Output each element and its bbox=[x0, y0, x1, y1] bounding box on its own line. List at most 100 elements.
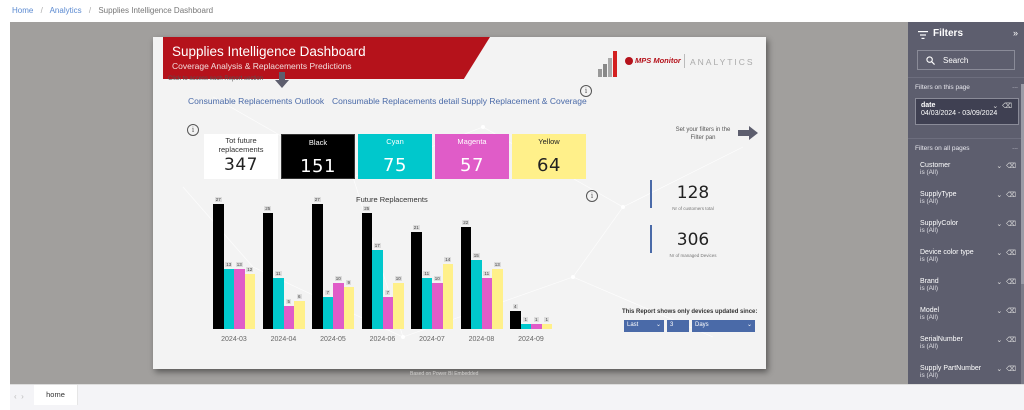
card-label: Cyan bbox=[386, 137, 404, 146]
powered-by: Based on Power BI Embedded bbox=[410, 371, 479, 377]
chevron-down-icon[interactable]: ⌄ bbox=[996, 279, 1003, 286]
data-label: 6 bbox=[296, 294, 302, 300]
nav-consumable-replacements-detail[interactable]: Consumable Replacements detail bbox=[332, 96, 460, 106]
breadcrumb-analytics[interactable]: Analytics bbox=[49, 6, 82, 15]
info-icon[interactable]: i bbox=[586, 190, 598, 202]
nav-supply-replacement-coverage[interactable]: Supply Replacement & Coverage bbox=[461, 96, 587, 106]
chevron-down-icon[interactable]: ⌄ bbox=[996, 366, 1003, 373]
card-total-replacements: Tot future replacements 347 bbox=[204, 134, 278, 179]
filter-serialnumber[interactable]: SerialNumber is (All) ⌄ ⌫ bbox=[920, 336, 1020, 358]
data-label: 21 bbox=[412, 224, 420, 230]
data-label: 17 bbox=[373, 243, 381, 249]
chevron-down-icon[interactable]: ⌄ bbox=[996, 308, 1003, 315]
chevron-down-icon[interactable]: ⌄ bbox=[996, 337, 1003, 344]
bar-yellow[interactable] bbox=[541, 324, 552, 329]
report-canvas: Supplies Intelligence Dashboard Coverage… bbox=[10, 22, 908, 384]
chevron-down-icon[interactable]: ⌄ bbox=[996, 192, 1003, 199]
more-options-button[interactable]: ... bbox=[1012, 83, 1018, 90]
filter-icon bbox=[918, 31, 928, 39]
eraser-icon[interactable]: ⌫ bbox=[1006, 366, 1016, 373]
bar-group: 21 11 10 14 bbox=[411, 189, 453, 329]
chevron-down-icon[interactable]: ⌄ bbox=[996, 163, 1003, 170]
since-period-select[interactable]: Last ⌄ bbox=[624, 320, 664, 332]
bar-cyan[interactable] bbox=[520, 324, 531, 329]
info-icon[interactable]: i bbox=[580, 85, 592, 97]
filters-search-input[interactable]: Search bbox=[917, 50, 1015, 70]
bar-group: 25 11 5 6 bbox=[262, 189, 305, 329]
chevron-down-icon[interactable]: ⌄ bbox=[992, 103, 999, 110]
bar-yellow[interactable] bbox=[393, 282, 404, 329]
filter-supplycolor[interactable]: SupplyColor is (All) ⌄ ⌫ bbox=[920, 220, 1020, 242]
bar-yellow[interactable] bbox=[343, 287, 354, 329]
bar-black[interactable] bbox=[213, 204, 224, 329]
bar-cyan[interactable] bbox=[223, 268, 234, 329]
eraser-icon[interactable]: ⌫ bbox=[1002, 103, 1012, 110]
date-filter-card[interactable]: date 04/03/2024 - 03/09/2024 ⌄ ⌫ bbox=[915, 98, 1019, 125]
tab-home[interactable]: home bbox=[34, 385, 78, 405]
bar-logo-icon bbox=[598, 51, 617, 77]
chevron-down-icon[interactable]: ⌄ bbox=[996, 250, 1003, 257]
eraser-icon[interactable]: ⌫ bbox=[1006, 221, 1016, 228]
bar-magenta[interactable] bbox=[382, 296, 393, 329]
info-icon[interactable]: i bbox=[187, 124, 199, 136]
bar-yellow[interactable] bbox=[244, 273, 255, 329]
bar-cyan[interactable] bbox=[471, 259, 482, 329]
kpi-customers-label: Nr of customers total bbox=[672, 206, 714, 211]
eraser-icon[interactable]: ⌫ bbox=[1006, 192, 1016, 199]
bar-cyan[interactable] bbox=[322, 296, 333, 329]
filter-customer[interactable]: Customer is (All) ⌄ ⌫ bbox=[920, 162, 1020, 184]
page-nav-arrows[interactable]: ‹ › bbox=[14, 392, 24, 401]
eraser-icon[interactable]: ⌫ bbox=[1006, 279, 1016, 286]
filter-device-color-type[interactable]: Device color type is (All) ⌄ ⌫ bbox=[920, 249, 1020, 271]
eraser-icon[interactable]: ⌫ bbox=[1006, 308, 1016, 315]
bar-magenta[interactable] bbox=[333, 282, 344, 329]
arrow-down-icon bbox=[275, 72, 289, 88]
page-tabs-bar: ‹ › home bbox=[10, 384, 1024, 410]
bar-magenta[interactable] bbox=[234, 268, 245, 329]
bar-magenta[interactable] bbox=[481, 278, 492, 329]
bar-black[interactable] bbox=[312, 204, 323, 329]
breadcrumb-home[interactable]: Home bbox=[12, 6, 34, 15]
bar-cyan[interactable] bbox=[421, 278, 432, 329]
filter-value: is (All) bbox=[920, 343, 939, 350]
since-unit-select[interactable]: Days ⌄ bbox=[692, 320, 755, 332]
bar-black[interactable] bbox=[460, 227, 471, 329]
filters-scroll-thumb[interactable] bbox=[1021, 84, 1024, 284]
bar-black[interactable] bbox=[262, 213, 273, 329]
card-label: Black bbox=[308, 138, 328, 147]
chevron-down-icon: ⌄ bbox=[746, 322, 752, 328]
filters-pane: Filters » Search Filters on this page ..… bbox=[908, 22, 1024, 384]
bar-yellow[interactable] bbox=[294, 301, 305, 329]
breadcrumb-separator: / bbox=[88, 6, 92, 15]
bar-cyan[interactable] bbox=[273, 278, 284, 329]
bar-magenta[interactable] bbox=[283, 305, 294, 329]
bar-black[interactable] bbox=[510, 310, 521, 329]
bar-black[interactable] bbox=[361, 213, 372, 329]
eraser-icon[interactable]: ⌫ bbox=[1006, 337, 1016, 344]
kpi-accent-bar bbox=[650, 180, 652, 208]
data-label: 10 bbox=[433, 275, 441, 281]
more-options-button[interactable]: ... bbox=[1012, 144, 1018, 151]
bar-cyan[interactable] bbox=[372, 250, 383, 329]
filter-supply-partnumber[interactable]: Supply PartNumber is (All) ⌄ ⌫ bbox=[920, 365, 1020, 384]
chevron-right-icon[interactable]: › bbox=[21, 392, 24, 401]
chevron-down-icon[interactable]: ⌄ bbox=[996, 221, 1003, 228]
since-count-input[interactable]: 3 bbox=[667, 320, 689, 332]
report-title: Supplies Intelligence Dashboard bbox=[172, 44, 366, 59]
bar-yellow[interactable] bbox=[492, 268, 503, 329]
x-axis-label: 2024-08 bbox=[468, 336, 495, 343]
filter-value: is (All) bbox=[920, 285, 939, 292]
filter-model[interactable]: Model is (All) ⌄ ⌫ bbox=[920, 307, 1020, 329]
future-replacements-chart[interactable]: 27 13 13 12 2024-03 25 11 5 6 2024-04 27 7 10 9 2024-0… bbox=[213, 197, 573, 347]
filter-brand[interactable]: Brand is (All) ⌄ ⌫ bbox=[920, 278, 1020, 300]
eraser-icon[interactable]: ⌫ bbox=[1006, 163, 1016, 170]
nav-consumable-replacements-outlook[interactable]: Consumable Replacements Outlook bbox=[188, 96, 325, 106]
filter-supplytype[interactable]: SupplyType is (All) ⌄ ⌫ bbox=[920, 191, 1020, 213]
collapse-pane-button[interactable]: » bbox=[1012, 28, 1018, 38]
bar-black[interactable] bbox=[411, 231, 422, 329]
bar-magenta[interactable] bbox=[531, 324, 542, 329]
bar-magenta[interactable] bbox=[432, 282, 443, 329]
chevron-left-icon[interactable]: ‹ bbox=[14, 392, 17, 401]
bar-yellow[interactable] bbox=[442, 264, 453, 329]
eraser-icon[interactable]: ⌫ bbox=[1006, 250, 1016, 257]
